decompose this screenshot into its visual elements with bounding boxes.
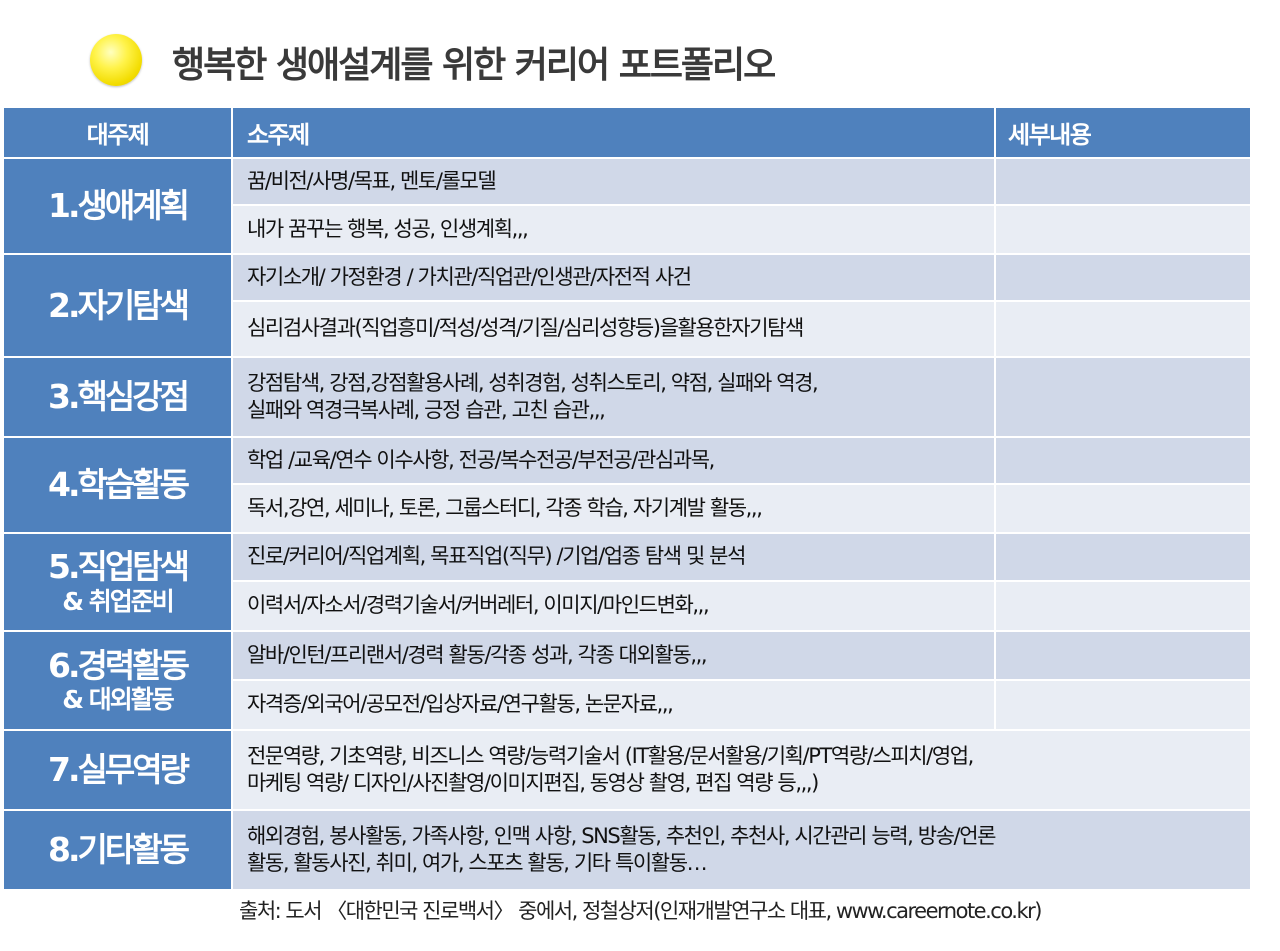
table-row: 6.경력활동 & 대외활동 알바/인턴/프리랜서/경력 활동/각종 성과, 각종…	[2, 630, 1252, 731]
sub-topic-line: 강점탐색, 강점,강점활용사례, 성취경험, 성취스토리, 약점, 실패와 역경…	[247, 370, 819, 395]
main-topic-label: 6.경력활동	[48, 645, 190, 685]
main-topic-label: 2.자기탐색	[48, 285, 190, 325]
table-row: 자격증/외국어/공모전/입상자료/연구활동, 논문자료,,,	[3, 679, 1252, 731]
sub-topic-cell: 꿈/비전/사명/목표, 멘토/롤모델	[231, 157, 996, 206]
table-row: 심리검사결과(직업흥미/적성/성격/기질/심리성향등)을활용한자기탐색	[3, 300, 1252, 358]
column-header-main-topic: 대주제	[2, 106, 233, 159]
sub-topic-cell: 해외경험, 봉사활동, 가족사항, 인맥 사항, SNS활동, 추천인, 추천사…	[231, 809, 1252, 891]
page-title: 행복한 생애설계를 위한 커리어 포트폴리오	[172, 45, 776, 86]
sub-topic-cell: 독서,강연, 세미나, 토론, 그룹스터디, 각종 학습, 자기계발 활동,,,	[231, 483, 996, 534]
sub-topic-cell: 알바/인턴/프리랜서/경력 활동/각종 성과, 각종 대외활동,,,	[231, 630, 996, 681]
sub-topic-cell: 내가 꿈꾸는 행복, 성공, 인생계획,,,	[231, 204, 996, 255]
main-topic-label: 8.기타활동	[48, 830, 190, 870]
main-topic-cell: 1.생애계획	[2, 157, 233, 255]
main-topic-label: 4.학습활동	[48, 465, 190, 505]
detail-cell	[994, 253, 1252, 302]
table-row: 7.실무역량 전문역량, 기초역량, 비즈니스 역량/능력기술서 (IT활용/문…	[2, 729, 1252, 811]
source-citation: 출처: 도서 〈대한민국 진로백서〉 중에서, 정철상저(인재개발연구소 대표,…	[239, 899, 1042, 923]
table-row: 독서,강연, 세미나, 토론, 그룹스터디, 각종 학습, 자기계발 활동,,,	[3, 483, 1252, 534]
main-topic-cell: 6.경력활동 & 대외활동	[2, 630, 233, 731]
detail-cell	[994, 300, 1252, 358]
main-topic-cell: 7.실무역량	[2, 729, 233, 811]
main-topic-sublabel: & 취업준비	[62, 586, 175, 616]
sub-topic-line: 실패와 역경극복사례, 긍정 습관, 고친 습관,,,	[247, 398, 606, 422]
table-row: 이력서/자소서/경력기술서/커버레터, 이미지/마인드변화,,,	[3, 580, 1252, 632]
yellow-bullet-icon	[90, 34, 142, 86]
table-row: 3.핵심강점 강점탐색, 강점,강점활용사례, 성취경험, 성취스토리, 약점,…	[2, 356, 1252, 438]
sub-topic-line: 마케팅 역량/ 디자인/사진촬영/이미지편집, 동영상 촬영, 편집 역량 등,…	[247, 771, 819, 795]
sub-topic-cell: 강점탐색, 강점,강점활용사례, 성취경험, 성취스토리, 약점, 실패와 역경…	[231, 356, 996, 438]
detail-cell	[994, 630, 1252, 681]
detail-cell	[994, 204, 1252, 255]
main-topic-sublabel: & 대외활동	[62, 685, 175, 715]
main-topic-cell: 4.학습활동	[2, 436, 233, 534]
main-topic-label: 7.실무역량	[48, 750, 190, 790]
sub-topic-line: 해외경험, 봉사활동, 가족사항, 인맥 사항, SNS활동, 추천인, 추천사…	[247, 823, 996, 848]
main-topic-label: 1.생애계획	[48, 186, 190, 226]
table-row: 내가 꿈꾸는 행복, 성공, 인생계획,,,	[3, 204, 1252, 255]
sub-topic-cell: 전문역량, 기초역량, 비즈니스 역량/능력기술서 (IT활용/문서활용/기획/…	[231, 729, 1252, 811]
main-topic-label: 3.핵심강점	[48, 377, 190, 417]
detail-cell	[994, 356, 1252, 438]
detail-cell	[994, 679, 1252, 731]
table-row: 2.자기탐색 자기소개/ 가정환경 / 가치관/직업관/인생관/자전적 사건	[2, 253, 1252, 358]
portfolio-table: 대주제 소주제 세부내용 1.생애계획 꿈/비전/사명/목표, 멘토/롤모델 내…	[2, 106, 1252, 891]
table-row: 8.기타활동 해외경험, 봉사활동, 가족사항, 인맥 사항, SNS활동, 추…	[2, 809, 1252, 891]
sub-topic-cell: 자격증/외국어/공모전/입상자료/연구활동, 논문자료,,,	[231, 679, 996, 731]
sub-topic-cell: 심리검사결과(직업흥미/적성/성격/기질/심리성향등)을활용한자기탐색	[231, 300, 996, 358]
main-topic-cell: 5.직업탐색 & 취업준비	[2, 532, 233, 632]
main-topic-cell: 8.기타활동	[2, 809, 233, 891]
detail-cell	[994, 483, 1252, 534]
table-row: 5.직업탐색 & 취업준비 진로/커리어/직업계획, 목표직업(직무) /기업/…	[2, 532, 1252, 632]
table-header-row: 대주제 소주제 세부내용	[2, 106, 1252, 159]
detail-cell	[994, 532, 1252, 582]
column-header-sub-topic: 소주제	[231, 106, 996, 159]
main-topic-label: 5.직업탐색	[48, 547, 190, 587]
detail-cell	[994, 580, 1252, 632]
header: 행복한 생애설계를 위한 커리어 포트폴리오	[0, 0, 1280, 100]
main-topic-cell: 3.핵심강점	[2, 356, 233, 438]
sub-topic-cell: 학업 /교육/연수 이수사항, 전공/복수전공/부전공/관심과목,	[231, 436, 996, 485]
sub-topic-cell: 자기소개/ 가정환경 / 가치관/직업관/인생관/자전적 사건	[231, 253, 996, 302]
sub-topic-line: 전문역량, 기초역량, 비즈니스 역량/능력기술서 (IT활용/문서활용/기획/…	[247, 743, 974, 768]
sub-topic-cell: 진로/커리어/직업계획, 목표직업(직무) /기업/업종 탐색 및 분석	[231, 532, 996, 582]
sub-topic-cell: 이력서/자소서/경력기술서/커버레터, 이미지/마인드변화,,,	[231, 580, 996, 632]
table-row: 4.학습활동 학업 /교육/연수 이수사항, 전공/복수전공/부전공/관심과목,	[2, 436, 1252, 534]
detail-cell	[994, 157, 1252, 206]
main-topic-cell: 2.자기탐색	[2, 253, 233, 358]
sub-topic-line: 활동, 활동사진, 취미, 여가, 스포츠 활동, 기타 특이활동…	[247, 851, 708, 875]
column-header-details: 세부내용	[994, 106, 1252, 159]
detail-cell	[994, 436, 1252, 485]
table-row: 1.생애계획 꿈/비전/사명/목표, 멘토/롤모델	[2, 157, 1252, 255]
